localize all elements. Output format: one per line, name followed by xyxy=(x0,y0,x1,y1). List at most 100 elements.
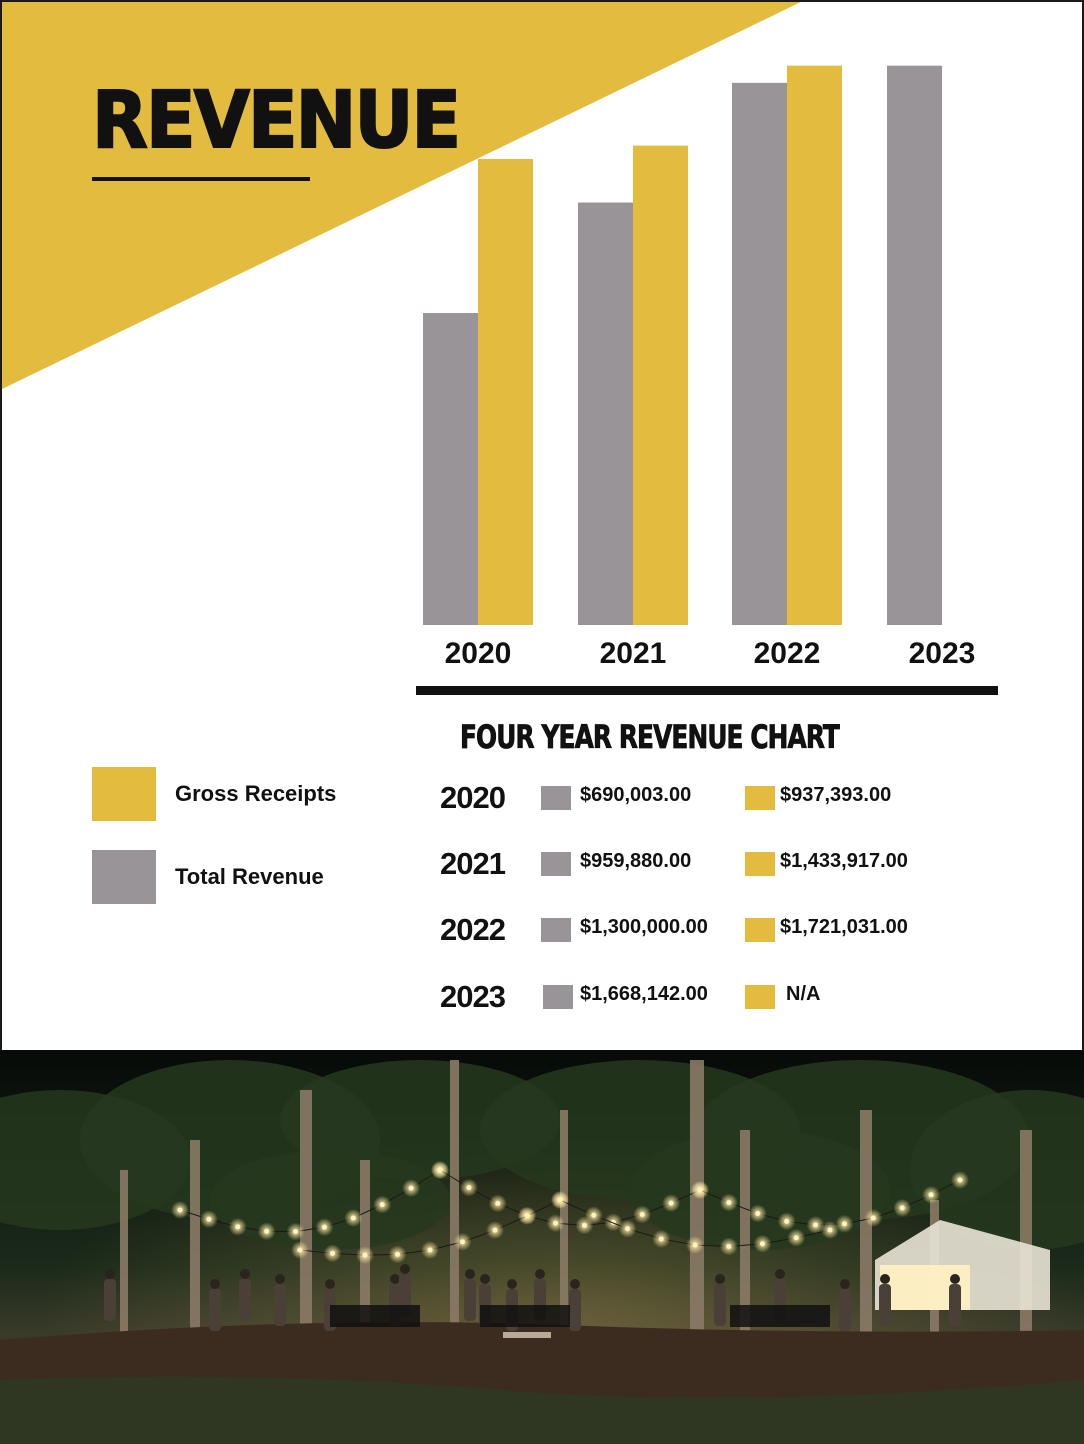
frame-left xyxy=(0,0,2,1050)
stone-bench xyxy=(503,1332,551,1338)
tree-trunk xyxy=(450,1060,459,1380)
light-bulb xyxy=(427,1247,433,1253)
light-bulb xyxy=(321,1224,327,1230)
person-body xyxy=(464,1279,476,1321)
row-gross-value: N/A xyxy=(786,983,821,1005)
person-head xyxy=(840,1279,850,1289)
light-bulb xyxy=(362,1252,368,1258)
person-head xyxy=(507,1279,517,1289)
light-bulb xyxy=(408,1185,414,1191)
light-bulb xyxy=(591,1212,597,1218)
bar-total-revenue-2022 xyxy=(732,82,787,625)
person-head xyxy=(465,1269,475,1279)
bar-total-revenue-2023 xyxy=(887,65,942,626)
person-head xyxy=(480,1274,490,1284)
light-bulb xyxy=(658,1236,664,1242)
light-bulb xyxy=(177,1207,183,1213)
person-head xyxy=(570,1279,580,1289)
grass xyxy=(0,1376,1084,1444)
row-year: 2021 xyxy=(440,846,506,881)
light-bulb xyxy=(625,1226,630,1232)
person-head xyxy=(715,1274,725,1284)
light-bulb xyxy=(726,1243,732,1249)
light-bulb xyxy=(297,1247,303,1253)
row-total-value: $1,668,142.00 xyxy=(580,983,708,1005)
light-bulb xyxy=(957,1177,963,1183)
person-head xyxy=(210,1279,220,1289)
row-year: 2020 xyxy=(440,780,506,815)
person-head xyxy=(105,1269,115,1279)
x-tick-label: 2022 xyxy=(754,637,821,670)
legend-gross-receipts: Gross Receipts xyxy=(92,767,336,821)
frame-top xyxy=(0,0,1084,2)
person-head xyxy=(950,1274,960,1284)
light-bulb xyxy=(264,1228,270,1234)
row-gross-value: $937,393.00 xyxy=(780,784,892,806)
page-title: REVENUE xyxy=(91,76,462,166)
row-gross-value: $1,721,031.00 xyxy=(780,916,908,938)
light-bulb xyxy=(841,1221,847,1227)
legend-label-total: Total Revenue xyxy=(175,864,324,889)
light-bulb xyxy=(668,1200,674,1206)
light-bulb xyxy=(760,1241,765,1247)
light-string xyxy=(439,1169,701,1226)
person-body xyxy=(949,1284,961,1326)
banner-triangle xyxy=(0,0,805,390)
tree-trunk xyxy=(860,1110,872,1380)
row-total-value: $690,003.00 xyxy=(580,784,692,806)
light-bulb xyxy=(492,1227,498,1233)
person-head xyxy=(775,1269,785,1279)
light-bulb xyxy=(437,1167,443,1173)
event-table xyxy=(330,1305,420,1327)
light-bulb xyxy=(784,1218,790,1224)
x-tick-label: 2020 xyxy=(445,637,512,670)
row-year: 2023 xyxy=(440,979,506,1014)
person-body xyxy=(839,1289,851,1331)
row-swatch-total xyxy=(541,786,571,810)
light-bulb xyxy=(870,1215,876,1221)
event-table xyxy=(730,1305,830,1327)
x-tick-label: 2023 xyxy=(909,637,976,670)
bar-total-revenue-2020 xyxy=(423,313,478,625)
person-head xyxy=(400,1264,410,1274)
tree-trunk xyxy=(740,1130,750,1380)
light-bulb xyxy=(755,1210,761,1216)
light-bulb xyxy=(525,1213,530,1219)
bar-gross-receipts-2020 xyxy=(478,158,533,625)
legend-total-revenue: Total Revenue xyxy=(92,850,324,904)
light-bulb xyxy=(639,1211,645,1217)
row-total-value: $959,880.00 xyxy=(580,850,692,872)
light-bulb xyxy=(466,1185,472,1191)
legend-label-gross: Gross Receipts xyxy=(175,781,337,806)
light-bulb xyxy=(726,1200,732,1206)
light-bulb xyxy=(293,1229,299,1235)
light-bulb xyxy=(557,1197,563,1203)
row-gross-value: $1,433,917.00 xyxy=(780,850,908,872)
legend-swatch-gross xyxy=(92,767,156,821)
light-bulb xyxy=(460,1239,465,1245)
row-swatch-gross xyxy=(745,852,775,876)
person-head xyxy=(880,1274,890,1284)
light-bulb xyxy=(813,1222,819,1228)
person-body xyxy=(104,1279,116,1321)
person-head xyxy=(535,1269,545,1279)
event-table xyxy=(480,1305,570,1327)
title-underline xyxy=(92,177,310,181)
table-row: 2023 $1,668,142.00 N/A xyxy=(440,979,1040,1019)
light-bulb xyxy=(206,1216,212,1222)
light-bulb xyxy=(330,1250,335,1256)
light-bulb xyxy=(553,1220,559,1226)
person-head xyxy=(325,1279,335,1289)
tree-canopy xyxy=(630,1130,890,1250)
gold-banner xyxy=(0,0,805,390)
light-bulb xyxy=(793,1235,799,1241)
table-title: FOUR YEAR REVENUE CHART xyxy=(460,718,840,757)
row-swatch-gross xyxy=(745,918,775,942)
light-bulb xyxy=(899,1205,905,1211)
table-row: 2020 $690,003.00 $937,393.00 xyxy=(440,780,1040,820)
tree-trunk xyxy=(190,1140,200,1380)
bar-total-revenue-2021 xyxy=(578,202,633,625)
light-bulb xyxy=(827,1227,833,1233)
person-head xyxy=(390,1274,400,1284)
